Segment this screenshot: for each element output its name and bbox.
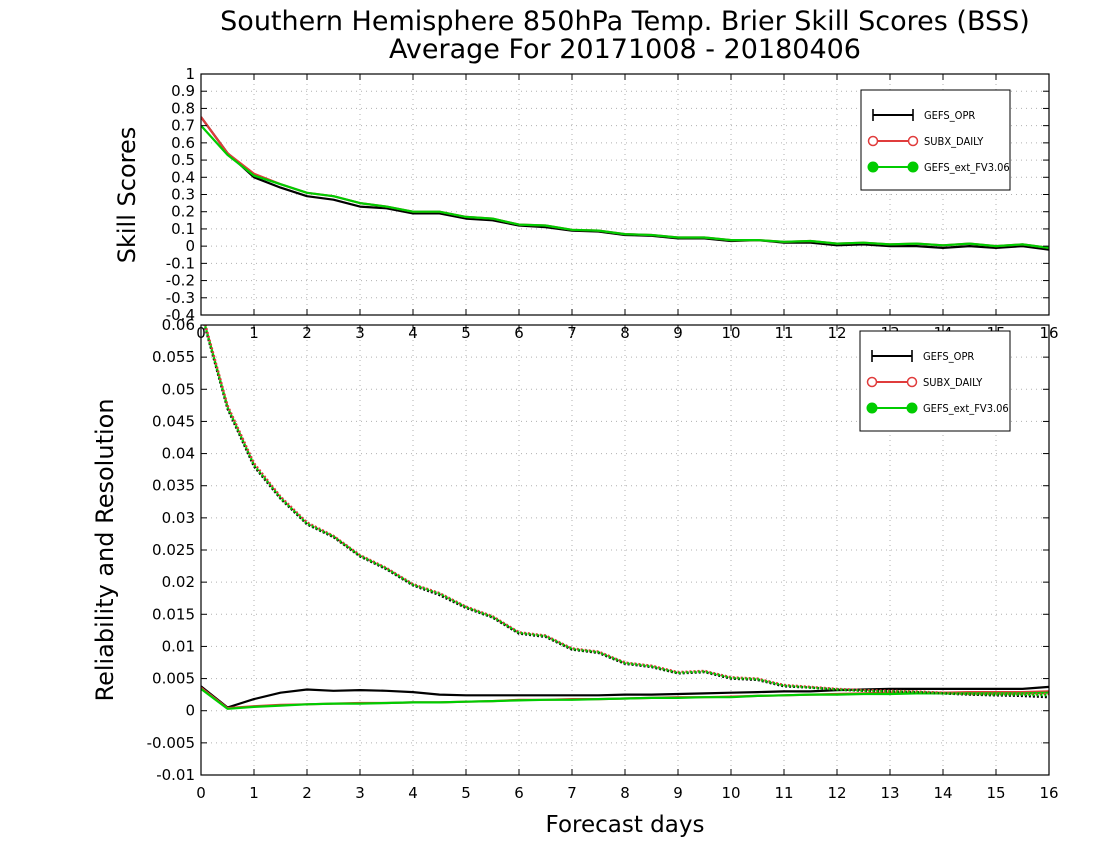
y-axis-label-skill-scores: Skill Scores bbox=[113, 127, 141, 264]
legend-marker-filled-circle bbox=[867, 161, 879, 173]
x-tick-label: 1 bbox=[249, 324, 259, 342]
y-tick-label: 0.005 bbox=[152, 670, 195, 688]
legend-marker-open-circle bbox=[907, 135, 919, 147]
chart-title-line1: Southern Hemisphere 850hPa Temp. Brier S… bbox=[220, 6, 1030, 37]
y-tick-label: 0.6 bbox=[171, 134, 195, 152]
legend-entry-label: SUBX_DAILY bbox=[923, 376, 983, 389]
y-tick-label: 0.01 bbox=[162, 637, 195, 655]
x-tick-label: 9 bbox=[673, 324, 683, 342]
y-tick-label: 0.1 bbox=[171, 220, 195, 238]
x-tick-label: 3 bbox=[355, 784, 365, 802]
x-tick-label: 11 bbox=[774, 784, 793, 802]
y-tick-label: 0.4 bbox=[171, 168, 195, 186]
series-group bbox=[201, 116, 1049, 251]
y-tick-label: -0.2 bbox=[166, 272, 195, 290]
y-tick-label: 0 bbox=[185, 237, 195, 255]
legend-marker-open-circle bbox=[866, 376, 878, 388]
y-tick-label: 0.03 bbox=[162, 509, 195, 527]
x-tick-label: 9 bbox=[673, 784, 683, 802]
y-tick-label: 0.015 bbox=[152, 605, 195, 623]
x-tick-label: 4 bbox=[408, 324, 418, 342]
series-line-gefs-opr-reliability bbox=[201, 685, 1049, 709]
x-tick-label: 10 bbox=[721, 784, 740, 802]
series-group bbox=[201, 325, 1049, 710]
y-tick-label: 0.045 bbox=[152, 412, 195, 430]
y-tick-label: 0.5 bbox=[171, 151, 195, 169]
legend-marker-filled-circle bbox=[906, 402, 918, 414]
y-tick-label: -0.005 bbox=[147, 734, 195, 752]
series-line-gefs-ext-fv3-06 bbox=[201, 124, 1049, 249]
y-tick-label: 0.055 bbox=[152, 348, 195, 366]
x-tick-label: 16 bbox=[1039, 784, 1058, 802]
y-tick-label: 0.04 bbox=[162, 445, 195, 463]
x-tick-label: 1 bbox=[249, 784, 259, 802]
y-tick-label: 0.05 bbox=[162, 380, 195, 398]
y-tick-label: 0.9 bbox=[171, 82, 195, 100]
y-tick-label: 0.7 bbox=[171, 117, 195, 135]
legend-entry-label: GEFS_OPR bbox=[924, 109, 975, 122]
x-axis-label: Forecast days bbox=[546, 812, 705, 838]
y-tick-label: -0.1 bbox=[166, 254, 195, 272]
reliability-resolution-panel: 0 1 2 3 4 5 6 7 8 9 10 11 12 13 14 15 16-0.01-0.00500.00… bbox=[147, 316, 1059, 802]
x-tick-label: 4 bbox=[408, 784, 418, 802]
y-tick-label: 0.8 bbox=[171, 99, 195, 117]
legend: GEFS_OPR SUBX_DAILY GEFS_ext_FV3.06 bbox=[859, 330, 1011, 432]
y-tick-label: 0.035 bbox=[152, 477, 195, 495]
y-tick-label: 0.025 bbox=[152, 541, 195, 559]
x-tick-label: 3 bbox=[355, 324, 365, 342]
legend-entry-label: GEFS_OPR bbox=[923, 350, 974, 363]
y-tick-label: 0.02 bbox=[162, 573, 195, 591]
x-tick-label: 5 bbox=[461, 324, 471, 342]
x-tick-label: 12 bbox=[827, 784, 846, 802]
legend-marker-filled-circle bbox=[866, 402, 878, 414]
y-tick-label: 0.06 bbox=[162, 316, 195, 334]
x-tick-label: 10 bbox=[721, 324, 740, 342]
x-tick-label: 5 bbox=[461, 784, 471, 802]
chart-title-line2: Average For 20171008 - 20180406 bbox=[389, 34, 861, 65]
legend: GEFS_OPR SUBX_DAILY GEFS_ext_FV3.06 bbox=[860, 89, 1011, 191]
series-line-gefs-ext-fv3-06-resolution bbox=[203, 325, 1049, 697]
x-tick-label: 7 bbox=[567, 784, 577, 802]
x-tick-label: 15 bbox=[986, 784, 1005, 802]
x-tick-label: 14 bbox=[933, 784, 952, 802]
y-tick-label: -0.01 bbox=[156, 766, 195, 784]
x-tick-label: 13 bbox=[880, 784, 899, 802]
y-tick-label: 1 bbox=[185, 65, 195, 83]
x-tick-label: 6 bbox=[514, 324, 524, 342]
y-tick-label: 0.2 bbox=[171, 203, 195, 221]
x-tick-label: 2 bbox=[302, 784, 312, 802]
y-tick-label: -0.3 bbox=[166, 289, 195, 307]
x-tick-label: 6 bbox=[514, 784, 524, 802]
legend-entry-label: GEFS_ext_FV3.06 bbox=[923, 402, 1009, 415]
x-tick-label: 8 bbox=[620, 784, 630, 802]
legend-marker-filled-circle bbox=[907, 161, 919, 173]
y-tick-label: 0 bbox=[185, 702, 195, 720]
x-tick-label: 8 bbox=[620, 324, 630, 342]
series-line-gefs-ext-fv3-06-reliability bbox=[201, 688, 1049, 710]
x-tick-label: 12 bbox=[827, 324, 846, 342]
x-tick-label: 2 bbox=[302, 324, 312, 342]
legend-marker-open-circle bbox=[906, 376, 918, 388]
y-axis-label-reliability-resolution: Reliability and Resolution bbox=[91, 398, 119, 701]
x-tick-label: 11 bbox=[774, 324, 793, 342]
legend-entry-label: SUBX_DAILY bbox=[924, 135, 984, 148]
y-tick-label: 0.3 bbox=[171, 186, 195, 204]
y-tick-label: -0.4 bbox=[166, 306, 195, 324]
series-line-subx-daily-resolution bbox=[204, 325, 1049, 696]
x-tick-label: 7 bbox=[567, 324, 577, 342]
legend-entry-label: GEFS_ext_FV3.06 bbox=[924, 161, 1010, 174]
x-tick-label: 0 bbox=[196, 784, 206, 802]
legend-marker-open-circle bbox=[867, 135, 879, 147]
